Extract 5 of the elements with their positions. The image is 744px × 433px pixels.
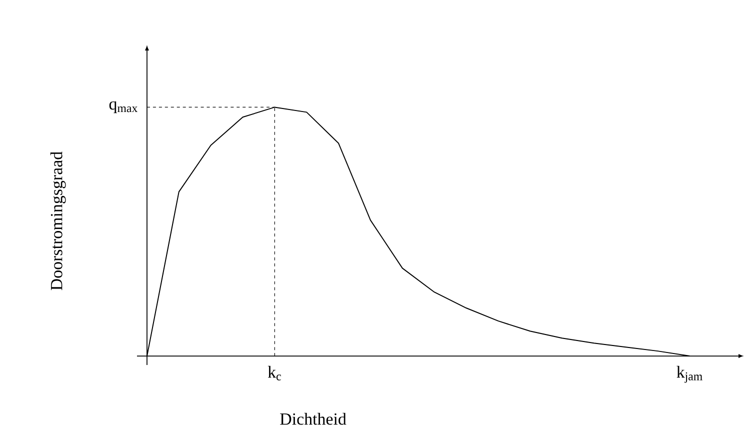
y-axis-title: Doorstromingsgraad [50, 152, 66, 290]
x-axis-title: Dichtheid [280, 412, 346, 425]
ref-line-label: q$_{max}$ [109, 101, 138, 114]
x-tick-label: k$_{c}$ [268, 366, 281, 380]
x-tick-label: k$_{jam}$ [676, 366, 702, 383]
